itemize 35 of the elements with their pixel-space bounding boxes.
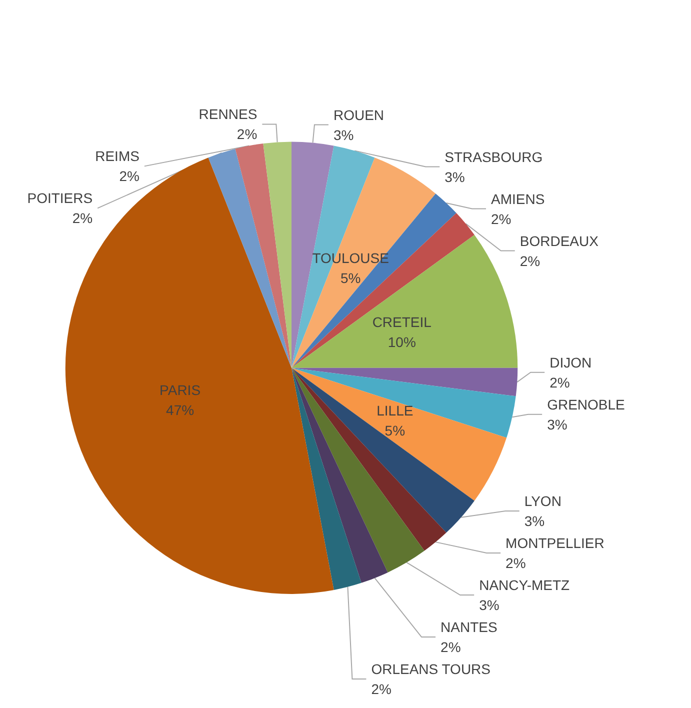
data-label: 3% — [444, 168, 465, 185]
slice-label: LILLE — [376, 402, 414, 419]
data-label: 2% — [440, 639, 461, 655]
data-label: 2% — [72, 210, 93, 226]
slice-label: RENNES — [198, 106, 258, 122]
slice-label: NANCY-METZ — [479, 577, 570, 593]
slice-label: PARIS — [160, 382, 201, 398]
data-label: 3% — [524, 513, 545, 529]
data-label: 47% — [166, 402, 194, 418]
slice-label: ROUEN — [333, 106, 384, 123]
slice-label: BORDEAUX — [520, 232, 600, 249]
data-label: 2% — [119, 168, 140, 184]
slice-label: NANTES — [440, 619, 498, 635]
data-label: 10% — [388, 334, 416, 350]
slice-label: MONTPELLIER — [506, 535, 604, 551]
data-label: 5% — [340, 270, 361, 286]
slice-label: AMIENS — [491, 190, 545, 207]
data-label: 2% — [506, 555, 526, 571]
slice-label: GRENOBLE — [547, 396, 625, 412]
data-label: 3% — [547, 416, 568, 432]
slice-label: DIJON — [550, 354, 592, 370]
data-label: 3% — [333, 126, 354, 143]
slice-label: STRASBOURG — [444, 148, 543, 165]
slice-label: ORLEANS TOURS — [371, 661, 491, 677]
data-label: 2% — [520, 252, 540, 269]
slice-label: LYON — [524, 493, 562, 509]
slice-label: CRETEIL — [372, 314, 432, 330]
data-label: 5% — [384, 422, 406, 439]
data-label: 3% — [479, 597, 500, 613]
data-label: 2% — [491, 210, 512, 227]
slice-label: REIMS — [95, 148, 140, 164]
slice-label: POITIERS — [27, 190, 93, 206]
data-label: 2% — [371, 681, 392, 697]
data-label: 2% — [236, 126, 258, 142]
data-label: 2% — [550, 374, 570, 390]
